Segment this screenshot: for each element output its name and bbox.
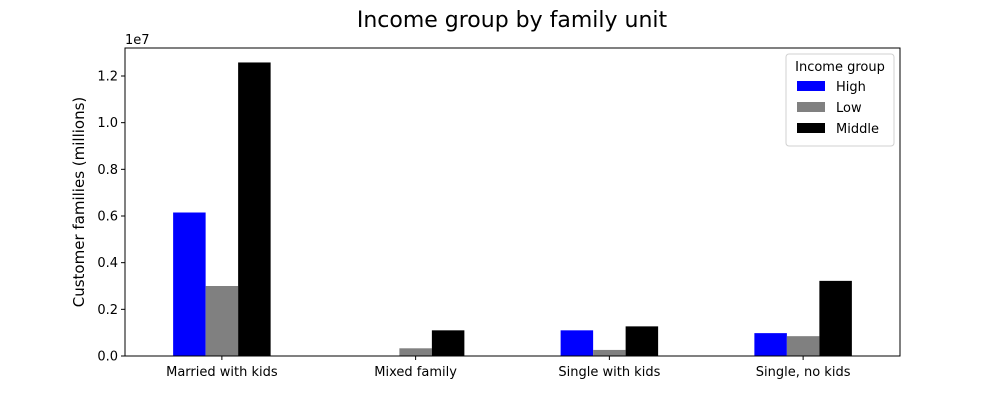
y-tick-label: 0.4 bbox=[97, 256, 118, 271]
bar-low-0 bbox=[205, 286, 239, 356]
bar-middle-1 bbox=[431, 330, 465, 356]
legend-swatch-middle bbox=[797, 123, 825, 133]
plot-frame bbox=[124, 47, 901, 357]
bar-low-3 bbox=[786, 336, 820, 356]
bar-low-1 bbox=[399, 348, 432, 356]
y-tick-label: 0.8 bbox=[97, 163, 118, 178]
legend-label-high: High bbox=[836, 80, 866, 95]
legend-items: High Low Middle bbox=[797, 80, 879, 137]
y-tick-label: 0.6 bbox=[97, 210, 118, 225]
bar-middle-3 bbox=[819, 280, 852, 356]
bar-middle-0 bbox=[238, 62, 271, 356]
bar-high-2 bbox=[560, 330, 594, 356]
legend-label-middle: Middle bbox=[836, 122, 879, 137]
x-tick-label: Single, no kids bbox=[756, 365, 851, 380]
chart-title: Income group by family unit bbox=[357, 8, 668, 33]
x-tick-label: Single with kids bbox=[558, 365, 660, 380]
x-tick-label: Married with kids bbox=[166, 365, 278, 380]
legend: Income group High Low Middle bbox=[785, 53, 895, 147]
y-tick-label: 0.2 bbox=[97, 303, 118, 318]
y-tick-label: 0.0 bbox=[97, 350, 118, 365]
x-ticks-group: Married with kids Mixed family Single with… bbox=[166, 356, 851, 380]
y-axis-label: Customer families (millions) bbox=[70, 97, 88, 308]
y-tick-label: 1.2 bbox=[97, 70, 118, 85]
bar-low-2 bbox=[593, 349, 626, 356]
legend-swatch-high bbox=[797, 81, 825, 91]
legend-label-low: Low bbox=[836, 101, 862, 116]
x-tick-label: Mixed family bbox=[374, 365, 457, 380]
bar-high-0 bbox=[173, 212, 206, 356]
y-tick-label: 1.0 bbox=[97, 116, 118, 131]
legend-title: Income group bbox=[795, 60, 885, 75]
bars-group bbox=[173, 62, 852, 356]
legend-swatch-low bbox=[797, 102, 825, 112]
bar-high-3 bbox=[754, 333, 787, 356]
bar-middle-2 bbox=[625, 326, 659, 356]
y-axis-offset-label: 1e7 bbox=[125, 33, 150, 48]
y-ticks-group: 0.0 0.2 0.4 0.6 0.8 1.0 1.2 bbox=[97, 70, 125, 365]
